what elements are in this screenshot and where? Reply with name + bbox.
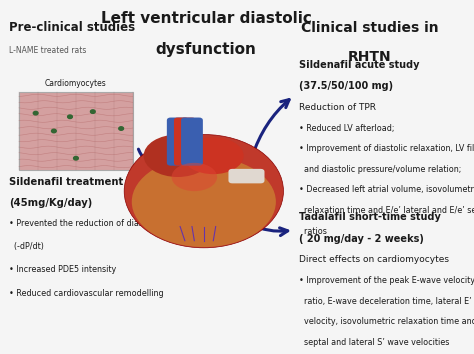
Text: Direct effects on cardiomyocytes: Direct effects on cardiomyocytes xyxy=(299,255,448,264)
Text: • Prevented the reduction of diastolic relaxation: • Prevented the reduction of diastolic r… xyxy=(9,219,204,228)
FancyBboxPatch shape xyxy=(167,118,189,166)
Text: (37.5/50/100 mg): (37.5/50/100 mg) xyxy=(299,81,393,91)
Circle shape xyxy=(73,156,78,160)
Text: • Increased PDE5 intensity: • Increased PDE5 intensity xyxy=(9,266,117,274)
FancyBboxPatch shape xyxy=(228,169,264,183)
Text: (-dP/dt): (-dP/dt) xyxy=(9,242,45,251)
FancyBboxPatch shape xyxy=(174,118,196,166)
Ellipse shape xyxy=(132,156,276,247)
Text: ( 20 mg/day - 2 weeks): ( 20 mg/day - 2 weeks) xyxy=(299,234,423,244)
Ellipse shape xyxy=(144,135,212,177)
Text: dysfunction: dysfunction xyxy=(156,42,256,57)
Text: Pre-clinical studies: Pre-clinical studies xyxy=(9,21,136,34)
Text: relaxation time and E/e’ lateral and E/e’ septal: relaxation time and E/e’ lateral and E/e… xyxy=(299,206,474,215)
Ellipse shape xyxy=(183,137,244,174)
Circle shape xyxy=(68,115,73,119)
Text: • Improvement of diastolic relaxation, LV filling: • Improvement of diastolic relaxation, L… xyxy=(299,144,474,153)
Text: • Reduced cardiovascular remodelling: • Reduced cardiovascular remodelling xyxy=(9,289,164,297)
Text: Left ventricular diastolic: Left ventricular diastolic xyxy=(101,11,311,25)
Text: • Decreased left atrial volume, isovolumetric: • Decreased left atrial volume, isovolum… xyxy=(299,185,474,194)
Text: septal and lateral S’ wave velocities: septal and lateral S’ wave velocities xyxy=(299,338,449,347)
Text: Tadalafil short-time study: Tadalafil short-time study xyxy=(299,212,440,222)
Text: • Improvement of the peak E-wave velocity, E/A: • Improvement of the peak E-wave velocit… xyxy=(299,276,474,285)
Circle shape xyxy=(33,112,38,115)
Circle shape xyxy=(91,110,95,113)
Text: • Reduced LV afterload;: • Reduced LV afterload; xyxy=(299,124,394,133)
Ellipse shape xyxy=(124,135,283,248)
FancyBboxPatch shape xyxy=(181,118,203,166)
Circle shape xyxy=(52,129,56,133)
Text: Reduction of TPR: Reduction of TPR xyxy=(299,103,375,112)
FancyBboxPatch shape xyxy=(19,92,133,170)
Text: (45mg/Kg/day): (45mg/Kg/day) xyxy=(9,198,93,208)
Text: ratios: ratios xyxy=(299,227,327,235)
Ellipse shape xyxy=(172,163,217,191)
Circle shape xyxy=(119,127,124,130)
Text: Cardiomyocytes: Cardiomyocytes xyxy=(45,80,107,88)
Text: and diastolic pressure/volume relation;: and diastolic pressure/volume relation; xyxy=(299,165,461,174)
Text: Sildenafil acute study: Sildenafil acute study xyxy=(299,60,419,70)
Text: velocity, isovolumetric relaxation time and both: velocity, isovolumetric relaxation time … xyxy=(299,317,474,326)
Text: Sildenafil treatment – 8 weeks: Sildenafil treatment – 8 weeks xyxy=(9,177,182,187)
Text: Clinical studies in: Clinical studies in xyxy=(301,21,438,35)
Text: L-NAME treated rats: L-NAME treated rats xyxy=(9,46,87,55)
Text: ratio, E-wave deceleration time, lateral E’ –wave: ratio, E-wave deceleration time, lateral… xyxy=(299,297,474,306)
Text: RHTN: RHTN xyxy=(348,50,392,64)
